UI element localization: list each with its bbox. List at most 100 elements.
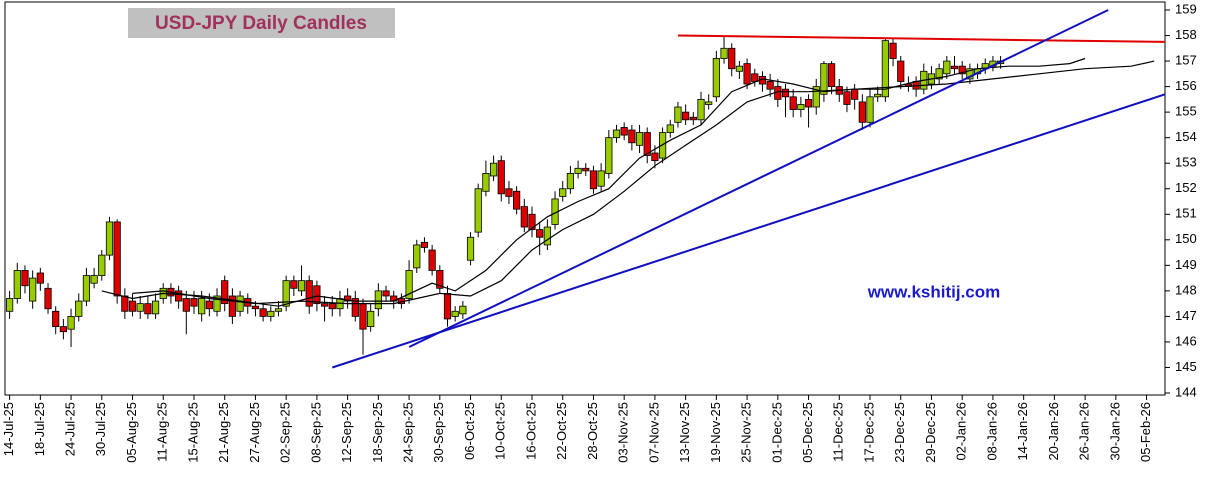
candle-body	[251, 305, 260, 310]
line-series	[408, 9, 1109, 348]
candle-body	[36, 272, 44, 284]
candle-body	[666, 124, 674, 133]
candle-body	[82, 275, 91, 302]
x-tick-label: 28-Oct-25	[585, 402, 600, 460]
candle-body	[943, 60, 951, 75]
candle-body	[113, 221, 121, 297]
candle-body	[98, 254, 106, 276]
y-tick-label: 157	[1175, 53, 1197, 68]
candle-body	[689, 116, 697, 121]
candle-body	[29, 277, 37, 302]
candle-body	[105, 221, 114, 256]
candle-body	[712, 58, 720, 98]
y-tick-label: 153	[1175, 155, 1197, 170]
candle-body	[635, 132, 644, 146]
candle-body	[305, 280, 313, 307]
candle-body	[682, 111, 690, 121]
x-tick-label: 29-Dec-25	[923, 402, 938, 463]
candle-body	[950, 65, 959, 70]
candle-body	[843, 91, 851, 105]
candle-body	[566, 173, 575, 190]
candle-body	[889, 42, 897, 59]
candle-body	[428, 249, 436, 271]
candle-body	[420, 241, 429, 248]
y-tick-label: 150	[1175, 231, 1197, 246]
candle-body	[382, 290, 390, 297]
x-tick-label: 06-Oct-25	[462, 402, 477, 460]
candle-body	[405, 270, 413, 299]
candle-body	[612, 129, 621, 139]
x-tick-label: 30-Sep-25	[431, 402, 446, 463]
candle-body	[367, 310, 375, 328]
x-tick-label: 02-Jan-26	[954, 402, 969, 461]
y-tick-label: 149	[1175, 257, 1197, 272]
candle-body	[874, 93, 882, 98]
x-tick-label: 26-Jan-26	[1077, 402, 1092, 461]
candle-body	[858, 101, 866, 123]
candle-body	[221, 280, 229, 305]
x-tick-label: 12-Sep-25	[339, 402, 354, 463]
x-tick-label: 08-Jan-26	[984, 402, 999, 461]
y-tick-label: 155	[1175, 104, 1197, 119]
candle-body	[497, 160, 505, 195]
candle-body	[766, 81, 774, 90]
y-tick-label: 148	[1175, 282, 1197, 297]
candle-body	[290, 280, 298, 289]
candle-body	[359, 303, 367, 330]
candle-body	[313, 285, 321, 305]
y-tick-label: 144	[1175, 384, 1197, 399]
candle-body	[804, 98, 813, 108]
x-tick-label: 27-Aug-25	[247, 402, 262, 463]
candle-body	[489, 162, 498, 177]
candle-body	[827, 63, 836, 87]
candle-body	[781, 88, 790, 98]
candle-body	[735, 65, 744, 72]
candle-body	[59, 326, 67, 333]
candle-body	[589, 170, 598, 190]
x-tick-label: 02-Sep-25	[278, 402, 293, 463]
candle-body	[935, 68, 943, 80]
x-tick-label: 03-Nov-25	[616, 402, 631, 463]
candle-body	[267, 310, 275, 317]
candle-body	[513, 190, 521, 210]
candle-body	[897, 60, 905, 82]
line-series	[132, 60, 1155, 305]
x-tick-label: 19-Nov-25	[708, 402, 723, 463]
candle-body	[151, 300, 160, 315]
candle-body	[413, 244, 421, 269]
candle-body	[459, 305, 467, 315]
candle-body	[881, 40, 889, 98]
candle-body	[136, 303, 144, 312]
x-tick-label: 10-Oct-25	[493, 402, 508, 460]
x-tick-label: 24-Jul-25	[63, 402, 78, 456]
x-tick-label: 18-Jul-25	[32, 402, 47, 456]
candle-body	[474, 188, 482, 233]
candle-body	[67, 315, 75, 330]
candle-body	[651, 152, 659, 162]
y-tick-label: 152	[1175, 180, 1197, 195]
x-tick-label: 01-Dec-25	[769, 402, 784, 463]
candle-body	[720, 47, 728, 59]
candle-body	[282, 280, 290, 307]
x-tick-label: 14-Jul-25	[1, 402, 16, 456]
x-tick-label: 25-Nov-25	[739, 402, 754, 463]
candle-body	[205, 300, 213, 310]
line-series	[101, 57, 1086, 307]
candle-body	[966, 68, 974, 80]
candle-body	[743, 63, 751, 85]
x-tick-label: 30-Jan-26	[1107, 402, 1122, 461]
candle-body	[320, 303, 329, 307]
candle-body	[198, 298, 206, 315]
watermark: www.kshitij.com	[867, 282, 1001, 301]
line-series	[331, 93, 1166, 369]
x-tick-label: 16-Oct-25	[523, 402, 538, 460]
candle-body	[482, 173, 490, 192]
candle-body	[374, 290, 382, 310]
candle-body	[543, 226, 551, 246]
x-tick-label: 20-Jan-26	[1046, 402, 1061, 461]
x-tick-label: 21-Aug-25	[216, 402, 231, 463]
y-tick-label: 151	[1175, 206, 1197, 221]
candle-body	[851, 88, 859, 100]
